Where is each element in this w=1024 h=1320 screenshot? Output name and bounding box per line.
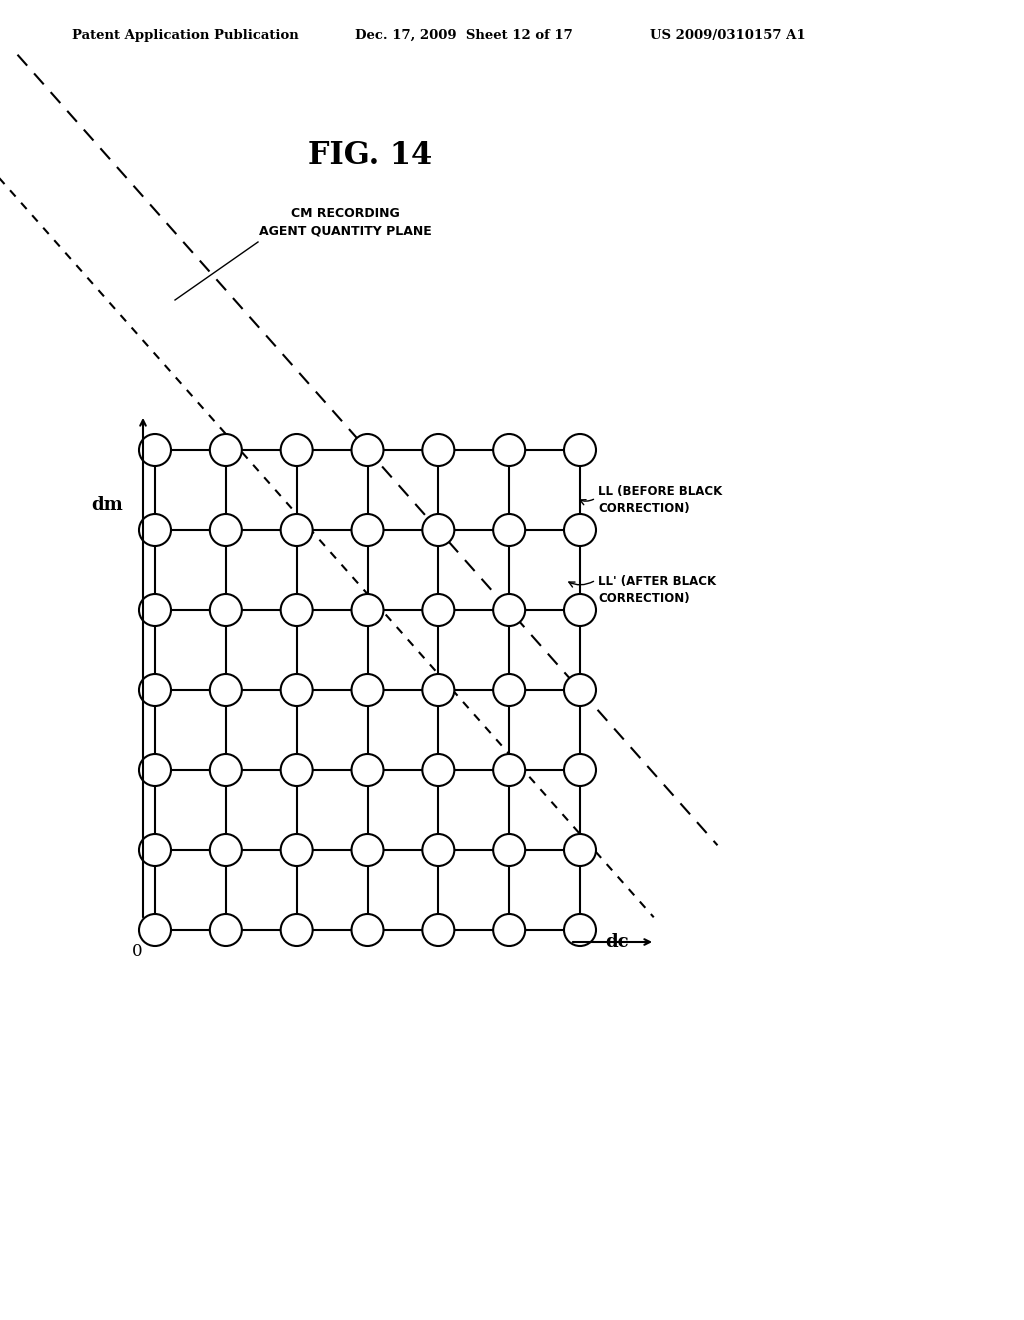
- Circle shape: [210, 434, 242, 466]
- Circle shape: [422, 675, 455, 706]
- Circle shape: [139, 754, 171, 785]
- Circle shape: [564, 834, 596, 866]
- Text: CM RECORDING
AGENT QUANTITY PLANE: CM RECORDING AGENT QUANTITY PLANE: [259, 207, 431, 238]
- Circle shape: [281, 594, 312, 626]
- Circle shape: [564, 754, 596, 785]
- Circle shape: [564, 913, 596, 946]
- Circle shape: [564, 434, 596, 466]
- Circle shape: [210, 594, 242, 626]
- Circle shape: [564, 594, 596, 626]
- Circle shape: [139, 675, 171, 706]
- Circle shape: [210, 513, 242, 546]
- Text: dc: dc: [605, 933, 629, 950]
- Circle shape: [139, 513, 171, 546]
- Circle shape: [494, 513, 525, 546]
- Text: LL' (AFTER BLACK
CORRECTION): LL' (AFTER BLACK CORRECTION): [598, 576, 716, 605]
- Circle shape: [564, 675, 596, 706]
- Text: US 2009/0310157 A1: US 2009/0310157 A1: [650, 29, 806, 41]
- Circle shape: [351, 913, 384, 946]
- Circle shape: [422, 913, 455, 946]
- Circle shape: [210, 754, 242, 785]
- Circle shape: [139, 834, 171, 866]
- Circle shape: [139, 434, 171, 466]
- Circle shape: [281, 434, 312, 466]
- Circle shape: [351, 675, 384, 706]
- Text: 0: 0: [132, 944, 142, 961]
- Circle shape: [351, 754, 384, 785]
- Circle shape: [281, 675, 312, 706]
- Circle shape: [210, 913, 242, 946]
- Circle shape: [281, 513, 312, 546]
- Circle shape: [422, 513, 455, 546]
- Text: FIG. 14: FIG. 14: [308, 140, 432, 170]
- Circle shape: [422, 834, 455, 866]
- Circle shape: [422, 754, 455, 785]
- Circle shape: [564, 513, 596, 546]
- Circle shape: [494, 594, 525, 626]
- Circle shape: [494, 754, 525, 785]
- Circle shape: [351, 834, 384, 866]
- Circle shape: [210, 834, 242, 866]
- Circle shape: [422, 434, 455, 466]
- Circle shape: [494, 834, 525, 866]
- Circle shape: [351, 513, 384, 546]
- Circle shape: [139, 594, 171, 626]
- Circle shape: [210, 675, 242, 706]
- Text: LL (BEFORE BLACK
CORRECTION): LL (BEFORE BLACK CORRECTION): [598, 484, 722, 515]
- Circle shape: [494, 675, 525, 706]
- Circle shape: [351, 594, 384, 626]
- Circle shape: [281, 913, 312, 946]
- Circle shape: [494, 913, 525, 946]
- Circle shape: [422, 594, 455, 626]
- Text: dm: dm: [91, 496, 123, 513]
- Circle shape: [281, 754, 312, 785]
- Text: Patent Application Publication: Patent Application Publication: [72, 29, 299, 41]
- Circle shape: [494, 434, 525, 466]
- Circle shape: [351, 434, 384, 466]
- Circle shape: [139, 913, 171, 946]
- Circle shape: [281, 834, 312, 866]
- Text: Dec. 17, 2009  Sheet 12 of 17: Dec. 17, 2009 Sheet 12 of 17: [355, 29, 572, 41]
